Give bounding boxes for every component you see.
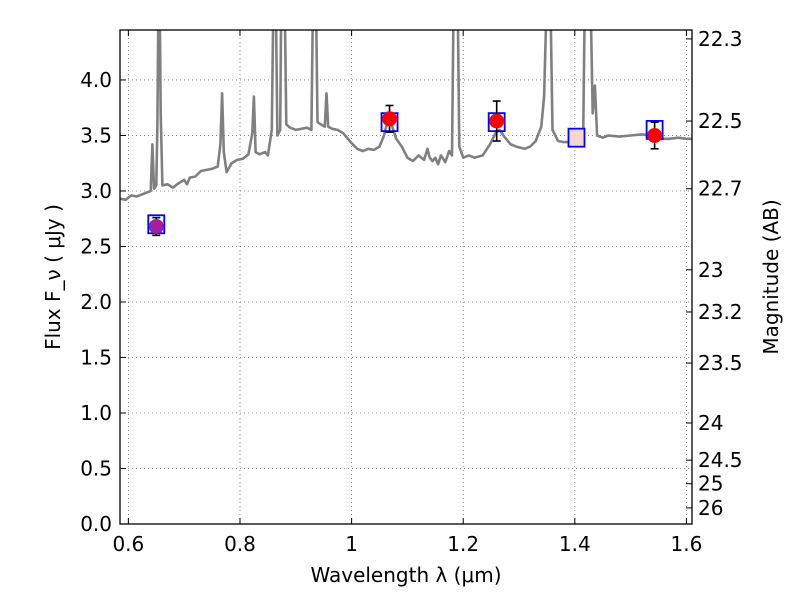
spectrum-layer [120, 30, 692, 202]
x-tick-label: 1.2 [447, 532, 479, 556]
y-tick-label: 0.5 [80, 456, 112, 480]
observed-flux-point [148, 218, 164, 234]
y-tick-label: 2.0 [80, 290, 112, 314]
x-tick-label: 1 [345, 532, 358, 556]
grid [120, 30, 692, 524]
right-axis-label: Magnitude (AB) [759, 199, 783, 354]
right-tick-label: 24 [698, 411, 723, 435]
right-tick-label: 25 [698, 472, 723, 496]
plot-frame [119, 29, 693, 525]
y-tick-label: 4.0 [80, 68, 112, 92]
right-tick-label: 24.5 [698, 448, 743, 472]
x-tick-label: 0.6 [112, 532, 144, 556]
y-tick-label: 1.5 [80, 345, 112, 369]
observed-flux-point [647, 127, 663, 143]
observed-flux-point [382, 111, 398, 127]
right-tick-label: 22.5 [698, 109, 743, 133]
model-spectrum-line [120, 30, 692, 202]
right-tick-label: 23.5 [698, 351, 743, 375]
y-axis-label: Flux F_ν ( μJy ) [41, 204, 65, 350]
model-photometry-box [567, 127, 586, 148]
y-tick-label: 0.0 [80, 512, 112, 536]
y-ticks: 0.0 0.5 1.0 1.5 2.0 2.5 3.0 3.5 4.0 [80, 68, 126, 536]
right-tick-label: 22.7 [698, 177, 743, 201]
y-tick-label: 1.0 [80, 401, 112, 425]
right-tick-label: 26 [698, 496, 723, 520]
x-tick-label: 1.4 [559, 532, 591, 556]
right-tick-label: 22.3 [698, 27, 743, 51]
x-axis-label: Wavelength λ (μm) [310, 563, 501, 587]
x-tick-label: 1.6 [671, 532, 703, 556]
observed-flux-point [489, 113, 505, 129]
photometry-layer [147, 100, 664, 237]
x-tick-label: 0.8 [224, 532, 256, 556]
x-ticks: 0.6 0.8 1 1.2 1.4 1.6 [112, 30, 702, 556]
right-tick-label: 23.2 [698, 300, 743, 324]
y-tick-label: 2.5 [80, 234, 112, 258]
y-tick-label: 3.0 [80, 179, 112, 203]
y-tick-label: 3.5 [80, 123, 112, 147]
right-tick-label: 23 [698, 258, 723, 282]
